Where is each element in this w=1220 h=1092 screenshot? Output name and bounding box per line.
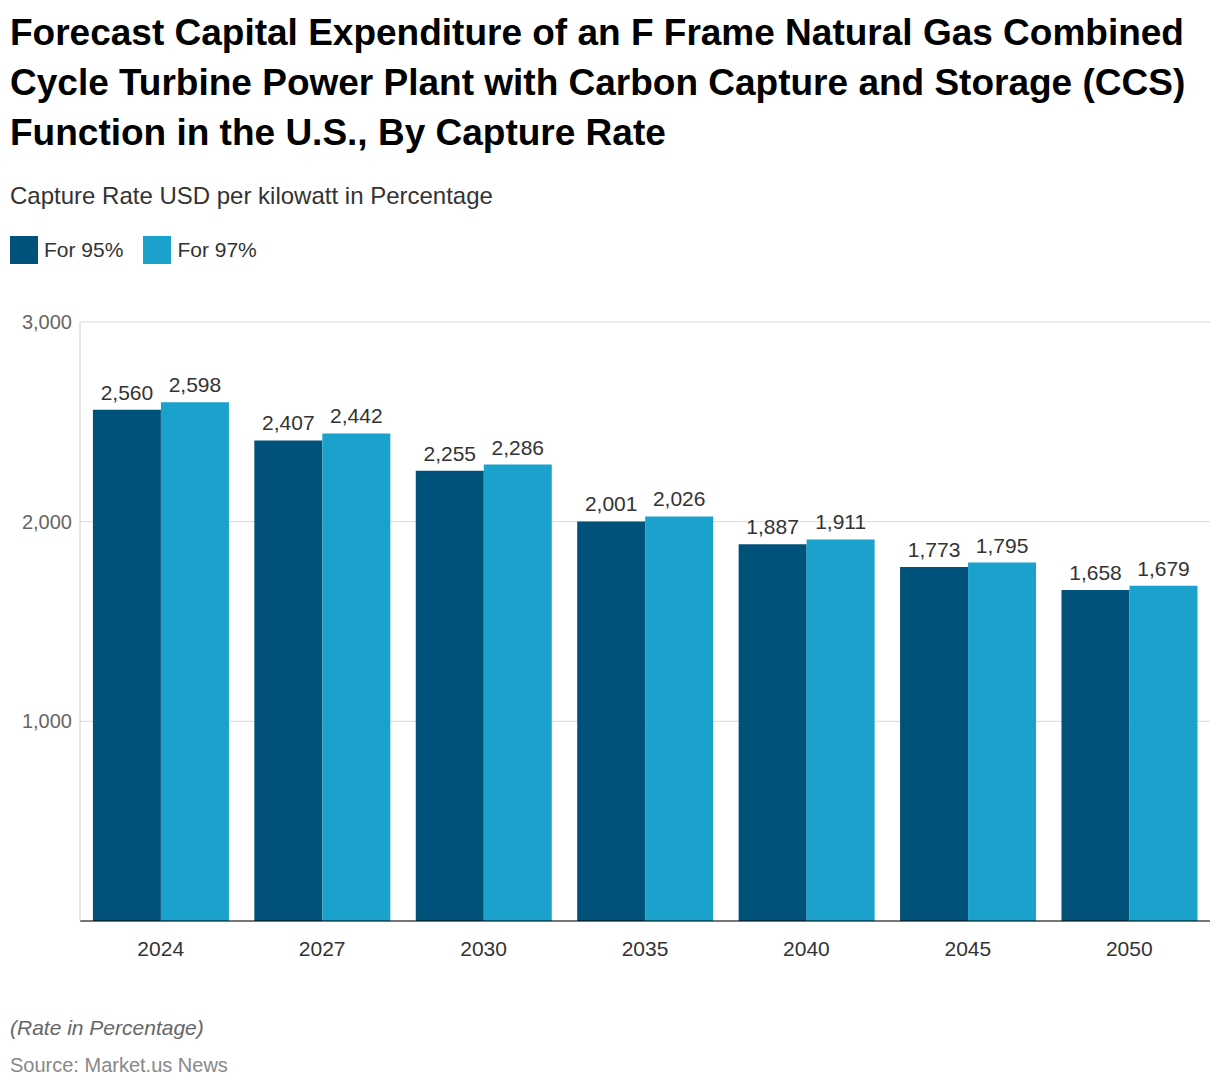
html-text:Capture Rate USD per kilowatt: Capture Rate USD per kilowatt in Percent… [10,182,493,209]
svg-text:2,407: 2,407 [262,411,315,434]
svg-text:2035: 2035 [622,937,669,960]
html-text:(Rate in Percentage): (Rate in Percentage) [10,1016,204,1039]
html-text:Forecast Capital Expenditure o: Forecast Capital Expenditure of an F Fra… [10,12,1186,153]
svg-text:2,026: 2,026 [653,487,706,510]
svg-text:1,000: 1,000 [22,710,72,732]
svg-text:2,000: 2,000 [22,511,72,533]
svg-text:2,598: 2,598 [169,373,222,396]
svg-text:1,887: 1,887 [746,515,799,538]
svg-text:2040: 2040 [783,937,830,960]
svg-text:2050: 2050 [1106,937,1153,960]
svg-text:2,442: 2,442 [330,404,383,427]
html-text:For 95%: For 95% [44,238,124,261]
svg-text:1,658: 1,658 [1069,561,1122,584]
svg-text:1,773: 1,773 [908,538,961,561]
svg-text:2,001: 2,001 [585,492,638,515]
svg-text:2,560: 2,560 [101,381,154,404]
svg-text:2,255: 2,255 [423,442,476,465]
svg-text:2,286: 2,286 [491,436,544,459]
svg-text:1,911: 1,911 [815,510,866,533]
svg-text:2045: 2045 [944,937,991,960]
svg-text:2030: 2030 [460,937,507,960]
svg-text:2024: 2024 [137,937,184,960]
svg-text:3,000: 3,000 [22,311,72,333]
html-text:Source: Market.us News: Source: Market.us News [10,1054,228,1076]
svg-text:1,795: 1,795 [976,534,1029,557]
svg-text:1,679: 1,679 [1137,557,1190,580]
html-text:For 97%: For 97% [177,238,257,261]
svg-text:2027: 2027 [299,937,346,960]
